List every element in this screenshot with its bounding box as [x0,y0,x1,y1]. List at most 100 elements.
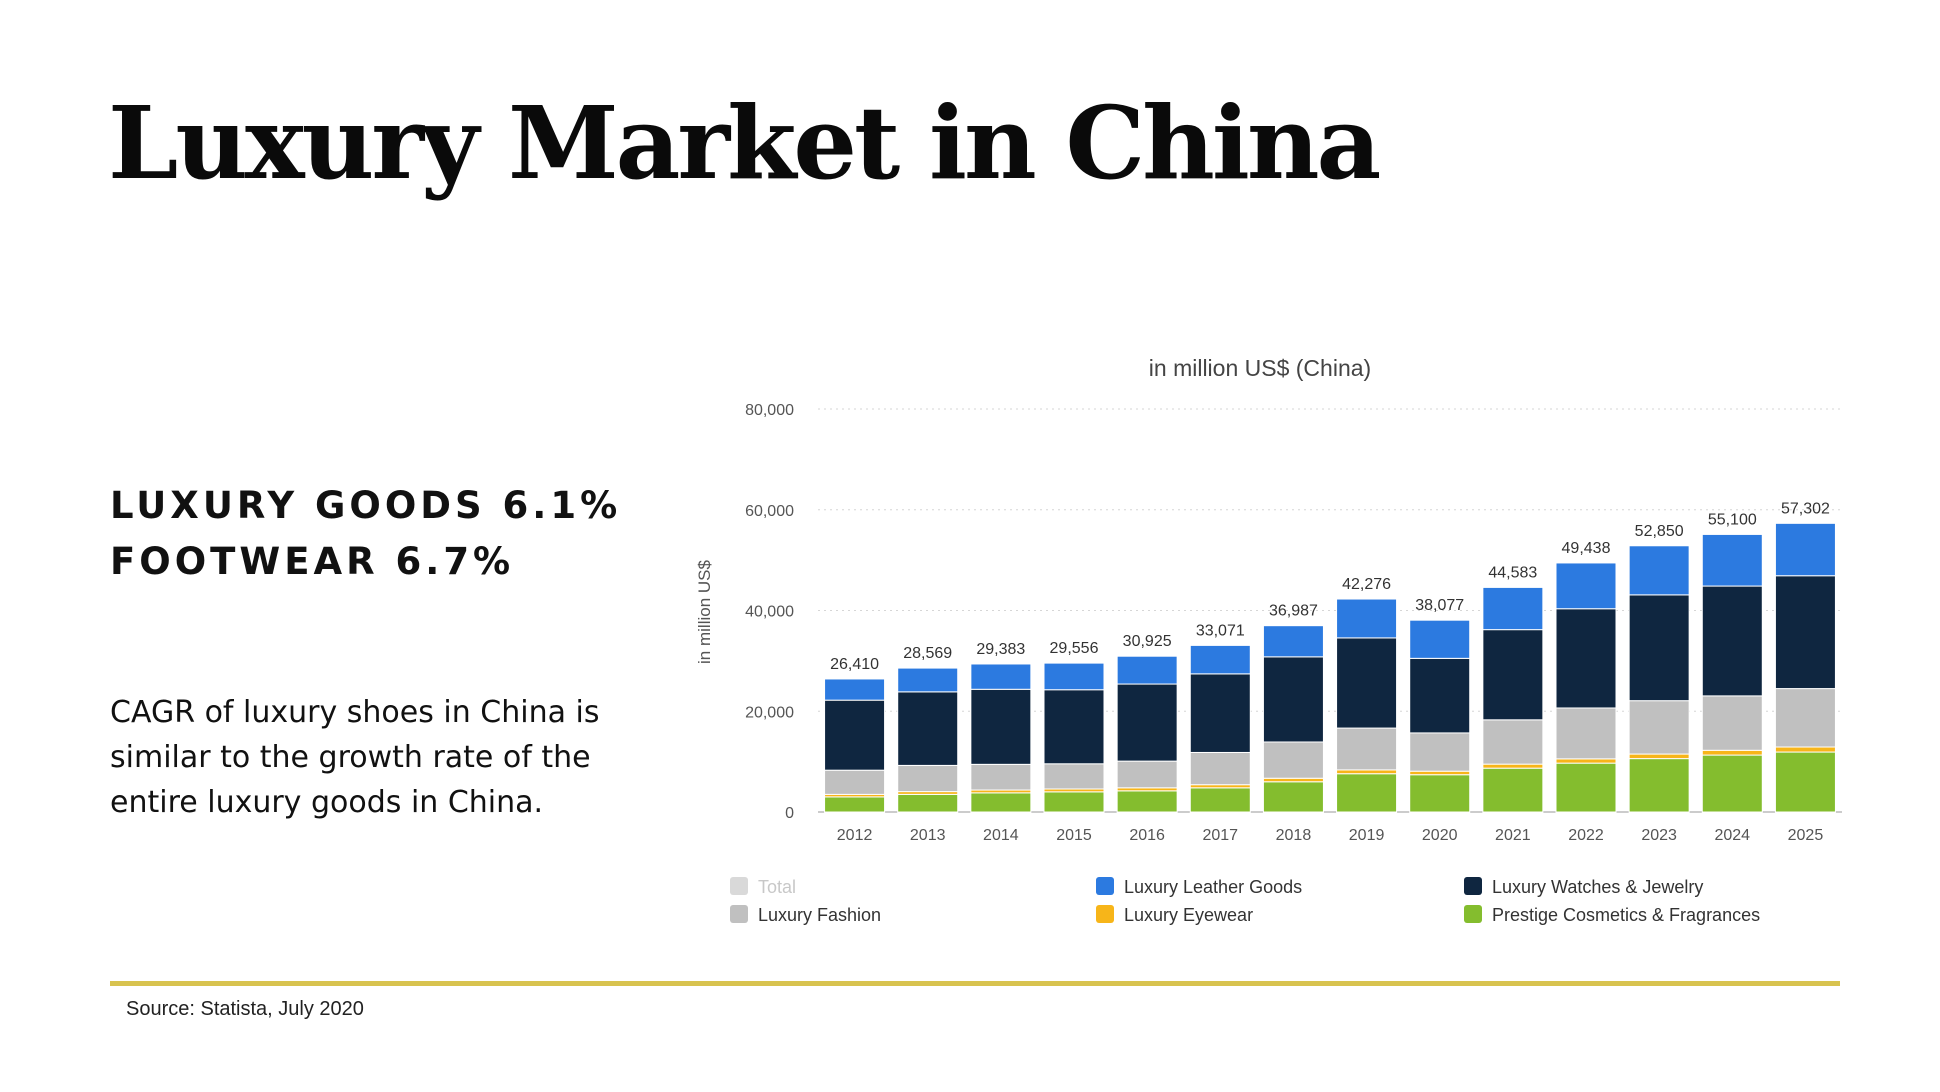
bar-segment-luxury-leather-goods [1336,598,1398,639]
bar-segment-luxury-watches-jewelry [1628,594,1690,702]
bar-segment-luxury-fashion [1043,763,1105,790]
bar-segment-luxury-watches-jewelry [1116,683,1178,762]
bar-segment-luxury-watches-jewelry [1262,656,1324,743]
bar-segment-luxury-eyewear [1482,763,1544,769]
bar-segment-luxury-leather-goods [1555,562,1617,610]
stat-footwear: FOOTWEAR 6.7% [110,540,515,583]
bar-segment-prestige-cosmetics-fragrances [897,793,959,813]
bar-segment-luxury-watches-jewelry [1409,657,1471,734]
x-tick-label: 2024 [1714,827,1750,844]
bar-segment-luxury-leather-goods [897,667,959,693]
stacked-bar-chart: in million US$ (China) in million US$ 0 20,… [695,355,1842,925]
bar-segment-prestige-cosmetics-fragrances [1043,791,1105,813]
total-data-label: 49,438 [1562,540,1611,557]
bar-segment-luxury-leather-goods [1701,533,1763,587]
bar-segment-prestige-cosmetics-fragrances [1336,773,1398,813]
slide-title: Luxury Market in China [108,84,1381,202]
y-tick-label: 60,000 [745,503,794,520]
bar-segment-luxury-watches-jewelry [1774,575,1836,690]
footer-rule [110,981,1840,986]
total-data-label: 36,987 [1269,603,1318,620]
legend-swatch-luxury-watches-jewelry [1464,877,1482,895]
bar-segment-luxury-fashion [1628,700,1690,755]
total-data-label: 30,925 [1123,633,1172,650]
bar-segment-luxury-fashion [1189,751,1251,786]
legend-label-prestige-cosmetics-fragrances: Prestige Cosmetics & Fragrances [1492,905,1760,925]
chart-title: in million US$ (China) [1149,355,1371,381]
bar-segment-luxury-watches-jewelry [1336,637,1398,729]
bar-segment-prestige-cosmetics-fragrances [1628,758,1690,813]
bar-segment-luxury-fashion [1262,741,1324,779]
bar-segment-luxury-leather-goods [1043,662,1105,691]
bar-segment-luxury-watches-jewelry [970,688,1032,765]
x-tick-label: 2015 [1056,827,1092,844]
legend-label-total: Total [758,877,796,897]
x-tick-label: 2016 [1129,827,1165,844]
total-data-label: 57,302 [1781,500,1830,517]
bar-segment-luxury-eyewear [1409,770,1471,776]
bar-segment-luxury-leather-goods [824,678,886,701]
bar-segment-luxury-watches-jewelry [1189,673,1251,753]
legend-swatch-total [730,877,748,895]
bar-segment-luxury-eyewear [1262,777,1324,783]
bar-segment-luxury-eyewear [1774,746,1836,753]
bar-segment-prestige-cosmetics-fragrances [970,792,1032,813]
legend-label-luxury-leather-goods: Luxury Leather Goods [1124,877,1302,897]
bar-segment-luxury-eyewear [1555,758,1617,764]
bar-segment-luxury-leather-goods [1774,522,1836,577]
total-data-label: 44,583 [1488,564,1537,581]
bar-segment-luxury-leather-goods [1262,625,1324,658]
bar-segment-luxury-leather-goods [1189,644,1251,675]
bar-segment-luxury-leather-goods [1409,619,1471,659]
bar-segment-luxury-eyewear [1628,753,1690,760]
bar-segment-luxury-watches-jewelry [824,699,886,771]
y-tick-label: 80,000 [745,402,794,419]
x-tick-label: 2017 [1202,827,1238,844]
x-tick-label: 2014 [983,827,1019,844]
x-tick-label: 2020 [1422,827,1458,844]
bar-segment-prestige-cosmetics-fragrances [1262,781,1324,813]
legend-label-luxury-eyewear: Luxury Eyewear [1124,905,1253,925]
bar-segment-prestige-cosmetics-fragrances [1774,751,1836,813]
total-data-label: 33,071 [1196,622,1245,639]
bar-segment-luxury-fashion [1774,688,1836,748]
description-text: CAGR of luxury shoes in China is similar… [110,695,600,820]
x-tick-label: 2019 [1349,827,1385,844]
bar-segment-luxury-fashion [1336,727,1398,771]
x-tick-label: 2018 [1276,827,1312,844]
bar-segment-luxury-fashion [1701,695,1763,751]
total-data-label: 29,383 [976,641,1025,658]
y-axis-label: in million US$ [695,559,714,663]
stat-luxury-goods: LUXURY GOODS 6.1% [110,484,622,527]
total-data-label: 38,077 [1415,597,1464,614]
legend-swatch-luxury-leather-goods [1096,877,1114,895]
bar-segment-luxury-leather-goods [1628,545,1690,596]
total-data-label: 29,556 [1050,640,1099,657]
y-tick-label: 20,000 [745,704,794,721]
x-tick-label: 2023 [1641,827,1677,844]
x-tick-label: 2013 [910,827,946,844]
total-data-label: 55,100 [1708,511,1757,528]
bar-segment-luxury-fashion [1482,719,1544,765]
bar-segment-luxury-watches-jewelry [1482,629,1544,721]
bar-segment-luxury-fashion [970,763,1032,791]
legend-swatch-luxury-eyewear [1096,905,1114,923]
bar-segment-prestige-cosmetics-fragrances [1482,767,1544,813]
bar-segment-luxury-watches-jewelry [1555,608,1617,709]
bar-segment-luxury-watches-jewelry [1043,689,1105,765]
x-tick-label: 2012 [837,827,873,844]
total-data-label: 42,276 [1342,576,1391,593]
bar-segment-luxury-fashion [1409,732,1471,772]
total-data-label: 52,850 [1635,523,1684,540]
y-tick-label: 40,000 [745,604,794,621]
bar-segment-luxury-fashion [1555,707,1617,760]
bar-segment-luxury-leather-goods [1116,655,1178,685]
stats-block: LUXURY GOODS 6.1% FOOTWEAR 6.7% [110,478,621,590]
legend-label-luxury-watches-jewelry: Luxury Watches & Jewelry [1492,877,1703,897]
bar-segment-prestige-cosmetics-fragrances [1116,790,1178,813]
total-data-label: 26,410 [830,656,879,673]
bar-segment-luxury-watches-jewelry [897,691,959,766]
bar-segment-luxury-fashion [897,764,959,793]
bar-segment-prestige-cosmetics-fragrances [1409,774,1471,813]
bar-segment-luxury-fashion [824,769,886,795]
